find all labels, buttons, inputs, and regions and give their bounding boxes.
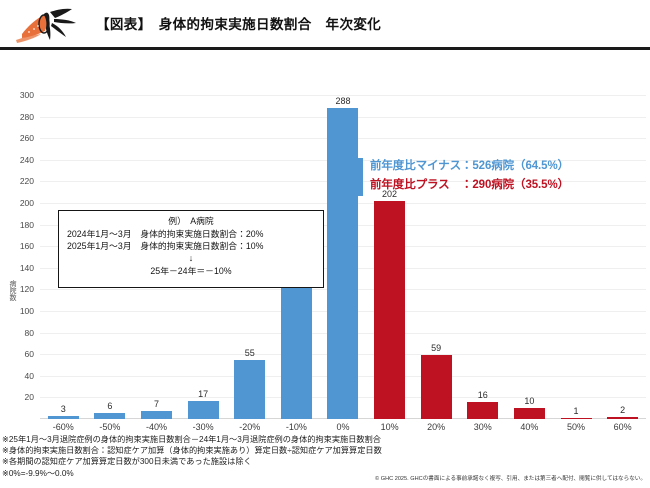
y-axis-tick-label: 120 bbox=[19, 284, 34, 295]
y-axis-tick-label: 200 bbox=[19, 198, 34, 208]
bar-rect[interactable] bbox=[327, 107, 359, 419]
bar-value-label: 1 bbox=[573, 405, 579, 416]
x-axis-tick-label: 50% bbox=[567, 422, 586, 432]
page-title: 【図表】 身体的拘束実施日数割合 年次変化 bbox=[96, 17, 382, 32]
bar-item[interactable]: 16 bbox=[459, 95, 506, 419]
bar-item[interactable]: 55 bbox=[226, 95, 273, 419]
bar-value-label: 2 bbox=[620, 404, 626, 415]
y-axis-tick-label: 40 bbox=[24, 370, 34, 381]
x-axis-tick-label: -50% bbox=[99, 422, 121, 432]
y-axis-title: 病院数 bbox=[9, 280, 16, 301]
page-header: 【図表】 身体的拘束実施日数割合 年次変化 bbox=[0, 0, 650, 50]
chart-legend: 前年度比マイナス：526病院（64.5%） 前年度比プラス ：290病院（35.… bbox=[358, 155, 644, 199]
bar-rect[interactable] bbox=[420, 355, 452, 419]
bar-item[interactable]: 3 bbox=[40, 95, 87, 419]
bar-item[interactable]: 1 bbox=[553, 95, 600, 419]
y-axis-tick-label: 80 bbox=[24, 327, 34, 338]
y-axis-tick-label: 180 bbox=[19, 219, 34, 230]
x-axis-tick-label: 0% bbox=[336, 422, 350, 432]
legend-item-minus: 前年度比マイナス：526病院（64.5%） bbox=[370, 160, 569, 172]
bar-item[interactable]: 202 bbox=[366, 95, 413, 419]
footnote-line-2: ※身体的拘束実施日数割合：認知症ケア加算（身体的拘束実施あり）算定日数÷認知症ケ… bbox=[2, 446, 382, 456]
y-axis-tick-label: 240 bbox=[19, 154, 34, 165]
bar-value-label: 6 bbox=[107, 400, 113, 411]
y-axis-tick-label: 20 bbox=[24, 392, 34, 403]
example-row-2024: 2024年1月～3月 身体的拘束実施日数割合：20% bbox=[67, 228, 264, 239]
bar-value-label: 59 bbox=[431, 343, 442, 354]
bar-value-label: 10 bbox=[524, 396, 535, 407]
x-axis-tick-label: -60% bbox=[52, 422, 74, 432]
bar-rect[interactable] bbox=[607, 416, 639, 419]
bar-item[interactable]: 7 bbox=[133, 95, 180, 419]
gridline bbox=[40, 95, 646, 96]
x-axis-tick-label: 10% bbox=[380, 422, 399, 432]
footnotes: ※25年1月～3月退院症例の身体的拘束実施日数割合－24年1月～3月退院症例の身… bbox=[2, 434, 648, 479]
y-axis-tick-label: 160 bbox=[19, 241, 34, 252]
bar-value-label: 7 bbox=[154, 399, 160, 410]
bar-value-label: 3 bbox=[60, 403, 66, 414]
example-calculation: 25年－24年＝－10% bbox=[150, 265, 232, 276]
bar-rect[interactable] bbox=[187, 400, 219, 419]
footnote-line-3: ※各期間の認知症ケア加算算定日数が300日未満であった施設は除く bbox=[2, 457, 252, 467]
legend-item-plus: 前年度比プラス ：290病院（35.5%） bbox=[370, 179, 569, 191]
x-axis-tick-label: -10% bbox=[285, 422, 307, 432]
footnote-line-4: ※0%=-9.9%～0.0% bbox=[2, 468, 74, 478]
bar-rect[interactable] bbox=[141, 411, 173, 419]
bar-rect[interactable] bbox=[234, 359, 266, 419]
copyright-notice: © GHC 2025. GHCの書面による事前承諾なく複写、引用、または第三者へ… bbox=[375, 476, 646, 482]
x-axis-tick-label: 20% bbox=[427, 422, 446, 432]
bar-value-label: 288 bbox=[335, 95, 351, 106]
legend-accent-bar bbox=[358, 158, 363, 196]
y-axis-tick-label: 220 bbox=[19, 176, 34, 187]
bar-item[interactable]: 288 bbox=[320, 95, 367, 419]
x-axis-labels: -60% -50% -40% -30% -20% -10% 0% 10% 20% 30% 40% 50… bbox=[40, 422, 646, 432]
y-axis-tick-label: 280 bbox=[19, 111, 34, 122]
down-arrow-icon: ↓ bbox=[188, 252, 194, 263]
bar-value-label: 55 bbox=[244, 347, 255, 358]
bar-value-label: 202 bbox=[382, 188, 398, 199]
bar-value-label: 16 bbox=[477, 389, 488, 400]
bar-rect[interactable] bbox=[513, 408, 545, 419]
bar-item[interactable]: 2 bbox=[599, 95, 646, 419]
x-axis-tick-label: 40% bbox=[520, 422, 539, 432]
x-axis-tick-label: -40% bbox=[146, 422, 168, 432]
y-axis-tick-label: 140 bbox=[19, 262, 34, 273]
bar-value-label: 17 bbox=[198, 388, 209, 399]
bar-item[interactable]: 17 bbox=[180, 95, 227, 419]
x-axis-tick-label: -30% bbox=[192, 422, 214, 432]
bar-item[interactable]: 59 bbox=[413, 95, 460, 419]
example-callout-box: 例） A病院 2024年1月～3月 身体的拘束実施日数割合：20% 2025年1… bbox=[58, 210, 324, 288]
bar-rect[interactable] bbox=[94, 412, 126, 419]
bar-rect[interactable] bbox=[374, 200, 406, 419]
bar-rect[interactable] bbox=[467, 401, 499, 419]
bar-rect[interactable] bbox=[560, 417, 592, 419]
y-axis-tick-label: 60 bbox=[24, 349, 34, 360]
example-row-2025: 2025年1月～3月 身体的拘束実施日数割合：10% bbox=[67, 241, 264, 251]
bar-item[interactable]: 10 bbox=[506, 95, 553, 419]
chart-container: 病院数 300 280 260 240 220 200 180 160 140 120 100 80 6… bbox=[0, 52, 650, 434]
bar-item[interactable]: 6 bbox=[87, 95, 134, 419]
example-title: 例） A病院 bbox=[168, 216, 214, 226]
x-axis-tick-label: 30% bbox=[473, 422, 492, 432]
y-axis-tick-label: 260 bbox=[19, 133, 34, 144]
footnote-line-1: ※25年1月～3月退院症例の身体的拘束実施日数割合－24年1月～3月退院症例の身… bbox=[2, 435, 381, 444]
bar-rect[interactable] bbox=[47, 415, 79, 419]
x-axis-tick-label: 60% bbox=[613, 422, 632, 432]
y-axis-tick-label: 300 bbox=[19, 90, 34, 100]
x-axis-tick-label: -20% bbox=[239, 422, 261, 432]
header-divider bbox=[0, 47, 650, 50]
y-axis-tick-label: 100 bbox=[19, 306, 34, 316]
ghc-brush-logo-icon bbox=[14, 6, 86, 44]
